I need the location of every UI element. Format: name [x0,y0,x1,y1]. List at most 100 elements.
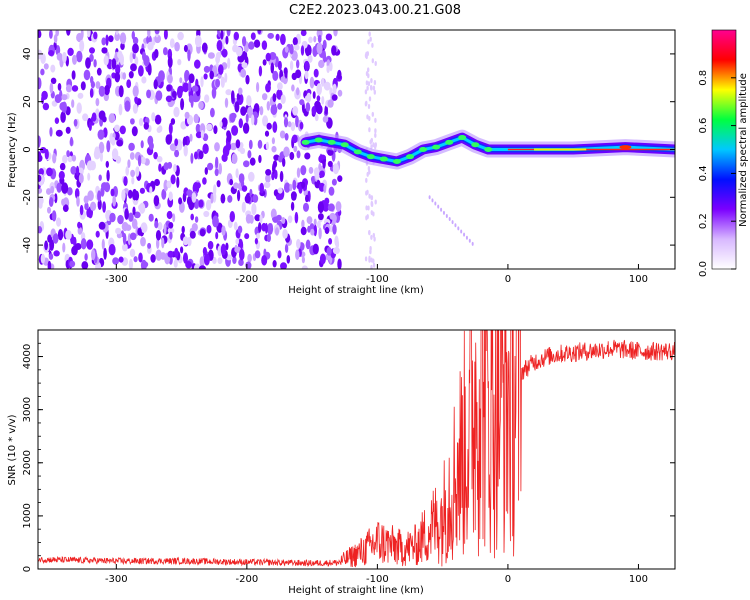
noise-cell [316,95,321,102]
noise-cell [274,169,278,180]
noise-cell [212,256,217,265]
noise-cell [454,223,457,228]
noise-cell [317,220,321,229]
noise-cell [177,31,184,41]
noise-cell [306,92,312,103]
noise-cell [247,150,252,159]
noise-cell [370,264,373,269]
noise-cell [187,49,191,62]
noise-cell [337,175,343,183]
signal-peak [366,154,375,160]
noise-cell [177,58,182,66]
noise-cell [40,53,46,64]
noise-cell [333,30,338,37]
spectrogram-x-ticks: -300 -200 -100 0 100 [105,264,648,285]
noise-cell [468,238,471,243]
noise-cell [282,229,288,239]
noise-cell [48,253,54,260]
noise-cell [149,186,153,194]
noise-cell [257,139,263,149]
noise-cell [245,261,252,269]
noise-cell [279,130,286,139]
noise-cell [318,213,324,221]
noise-cell [40,147,47,154]
noise-cell [38,77,42,90]
signal-peak [419,147,428,152]
noise-cell [156,238,160,250]
noise-cell [105,34,109,46]
noise-cell [258,154,262,164]
noise-cell [203,253,210,266]
noise-cell [192,95,200,103]
noise-cell [265,169,272,176]
noise-cell [365,54,368,60]
noise-cell [254,250,261,259]
noise-cell [233,31,239,41]
noise-cell [322,158,326,169]
noise-cell [266,122,272,130]
noise-cell [203,73,208,80]
noise-cell [98,85,106,97]
noise-cell [254,214,261,222]
noise-cell [272,121,278,133]
x-tick-label: 100 [629,574,648,585]
noise-cell [115,30,119,35]
noise-cell [155,230,162,241]
noise-cell [367,39,370,45]
noise-cell [226,30,231,37]
noise-cell [262,115,269,127]
noise-cell [166,84,171,92]
noise-cell [176,86,183,99]
noise-cell [202,143,209,155]
noise-cell [46,188,52,195]
noise-cell [83,69,91,81]
noise-cell [245,214,252,224]
noise-cell [57,83,62,91]
noise-cell [284,46,289,53]
noise-cell [267,32,275,39]
noise-cell [69,136,74,147]
noise-cell [173,259,178,268]
noise-cell [132,103,138,114]
noise-cell [225,35,229,45]
snr-x-label: Height of straight line (km) [288,585,424,596]
noise-cell [234,246,242,253]
noise-cell [138,65,144,77]
noise-cell [291,134,298,144]
noise-cell [231,90,235,102]
noise-cell [295,249,300,260]
noise-cell [327,99,334,108]
noise-cell [331,178,337,186]
noise-cell [125,166,129,176]
noise-cell [213,125,218,135]
noise-cell [365,205,368,211]
noise-cell [374,132,377,138]
noise-cell [151,112,156,122]
noise-cell [106,169,110,182]
noise-cell [93,59,97,68]
noise-cell [372,142,375,148]
noise-cell [271,145,277,153]
noise-cell [61,101,67,113]
noise-cell [138,118,144,126]
noise-cell [101,47,108,54]
noise-cell [48,50,55,56]
noise-cell [40,68,45,76]
spectrogram-x-label: Height of straight line (km) [288,285,424,296]
noise-cell [277,250,282,259]
signal-peak [619,145,632,150]
noise-cell [79,204,84,216]
noise-cell [216,51,222,59]
noise-cell [167,250,174,258]
noise-cell [153,195,160,207]
noise-cell [71,85,79,92]
noise-cell [307,54,313,63]
noise-cell [50,185,55,194]
noise-cell [167,74,173,84]
noise-cell [108,244,116,256]
noise-cell [134,190,140,201]
noise-cell [168,122,173,135]
noise-cell [297,36,301,44]
signal-peak [379,156,388,162]
noise-cell [259,182,265,194]
